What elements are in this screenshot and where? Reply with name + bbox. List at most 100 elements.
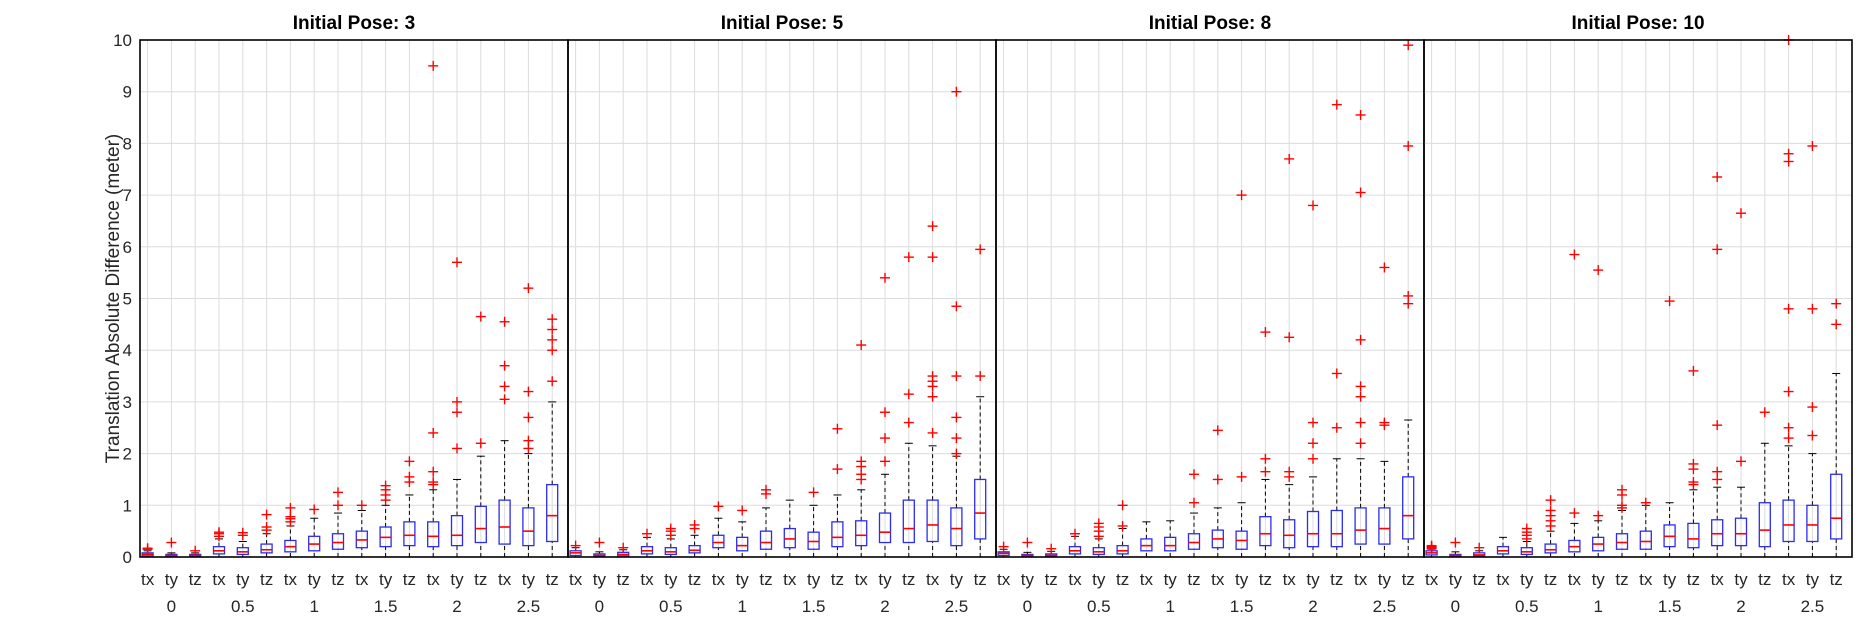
x-tick-component-label: tz [331, 570, 344, 589]
x-tick-group-label: 1.5 [802, 597, 826, 616]
x-tick-group-label: 0.5 [1515, 597, 1539, 616]
y-tick-label: 3 [123, 393, 132, 412]
y-tick-label: 1 [123, 496, 132, 515]
y-tick-label: 0 [123, 548, 132, 567]
box [1711, 519, 1724, 547]
x-tick-component-label: tz [189, 570, 202, 589]
x-tick-group-label: 0.5 [231, 597, 255, 616]
x-tick-component-label: tx [284, 570, 298, 589]
panel-frame [1423, 39, 1853, 558]
x-tick-component-label: tz [902, 570, 915, 589]
box [331, 533, 345, 550]
x-tick-component-label: tz [403, 570, 416, 589]
x-tick-component-label: tz [1187, 570, 1200, 589]
x-tick-group-label: 2 [1736, 597, 1745, 616]
x-tick-component-label: tx [141, 570, 155, 589]
panel-title: Initial Pose: 3 [293, 13, 415, 34]
y-tick-label: 2 [123, 445, 132, 464]
x-tick-component-label: tz [1544, 570, 1557, 589]
x-tick-component-label: tx [1211, 570, 1225, 589]
x-tick-component-label: ty [379, 570, 393, 589]
x-tick-group-label: 0.5 [1087, 597, 1111, 616]
x-tick-component-label: tz [1045, 570, 1058, 589]
x-tick-component-label: tx [783, 570, 797, 589]
x-tick-component-label: ty [1164, 570, 1178, 589]
box [1544, 543, 1557, 554]
x-tick-component-label: ty [165, 570, 179, 589]
x-tick-component-label: ty [664, 570, 678, 589]
x-tick-group-label: 1.5 [1230, 597, 1254, 616]
x-tick-group-label: 0.5 [659, 597, 683, 616]
y-tick-label: 4 [123, 341, 132, 360]
x-tick-component-label: ty [1092, 570, 1106, 589]
x-tick-component-label: tx [855, 570, 869, 589]
x-tick-component-label: ty [1592, 570, 1606, 589]
x-tick-component-label: tx [712, 570, 726, 589]
box [855, 520, 868, 547]
box [1187, 533, 1201, 550]
x-tick-component-label: tz [1473, 570, 1486, 589]
box [546, 483, 559, 543]
box [522, 507, 535, 547]
panel-title: Initial Pose: 10 [1571, 13, 1704, 34]
x-tick-component-label: tx [1496, 570, 1510, 589]
x-tick-component-label: ty [736, 570, 750, 589]
x-tick-component-label: tx [498, 570, 512, 589]
box [902, 499, 915, 544]
x-tick-group-label: 1.5 [374, 597, 398, 616]
x-tick-component-label: ty [593, 570, 607, 589]
x-tick-group-label: 1 [1165, 597, 1174, 616]
y-tick-label: 7 [123, 186, 132, 205]
box [1734, 517, 1748, 547]
x-tick-group-label: 0 [1023, 597, 1032, 616]
box [427, 521, 440, 548]
x-tick-component-label: tz [1830, 570, 1843, 589]
x-tick-component-label: tx [1140, 570, 1154, 589]
x-tick-component-label: tx [569, 570, 583, 589]
x-tick-component-label: tx [1711, 570, 1725, 589]
box [450, 514, 464, 547]
x-tick-component-label: tx [1639, 570, 1653, 589]
box [1639, 530, 1652, 550]
box [736, 536, 749, 552]
y-axis-label: Translation Absolute Difference (meter) [103, 134, 124, 464]
box [712, 534, 725, 549]
box [1116, 544, 1129, 555]
x-tick-component-label: tx [1568, 570, 1582, 589]
x-tick-component-label: tz [759, 570, 772, 589]
x-tick-component-label: ty [1021, 570, 1035, 589]
box [1330, 509, 1343, 548]
x-tick-group-label: 2 [452, 597, 461, 616]
x-tick-group-label: 2 [1308, 597, 1317, 616]
x-tick-component-label: tx [1283, 570, 1297, 589]
box [950, 507, 963, 547]
x-tick-component-label: tx [1425, 570, 1439, 589]
x-tick-component-label: tx [427, 570, 441, 589]
x-tick-component-label: ty [1378, 570, 1392, 589]
y-tick-label: 5 [123, 290, 132, 309]
box [1283, 519, 1296, 549]
x-tick-component-label: tx [1068, 570, 1082, 589]
box [403, 521, 416, 547]
x-tick-component-label: tx [212, 570, 226, 589]
x-tick-component-label: ty [878, 570, 892, 589]
x-tick-component-label: ty [1734, 570, 1748, 589]
x-tick-component-label: tz [1116, 570, 1129, 589]
x-tick-component-label: tz [1330, 570, 1343, 589]
box [260, 543, 273, 554]
box [1402, 476, 1415, 540]
box [1615, 533, 1629, 550]
x-tick-component-label: tz [974, 570, 987, 589]
box [1164, 536, 1177, 552]
x-tick-component-label: ty [807, 570, 821, 589]
x-tick-component-label: tz [1758, 570, 1771, 589]
box [1306, 510, 1320, 548]
x-tick-component-label: ty [950, 570, 964, 589]
box [878, 512, 892, 544]
box [1830, 473, 1843, 540]
x-tick-component-label: ty [1306, 570, 1320, 589]
box [926, 499, 939, 543]
box [498, 499, 511, 545]
